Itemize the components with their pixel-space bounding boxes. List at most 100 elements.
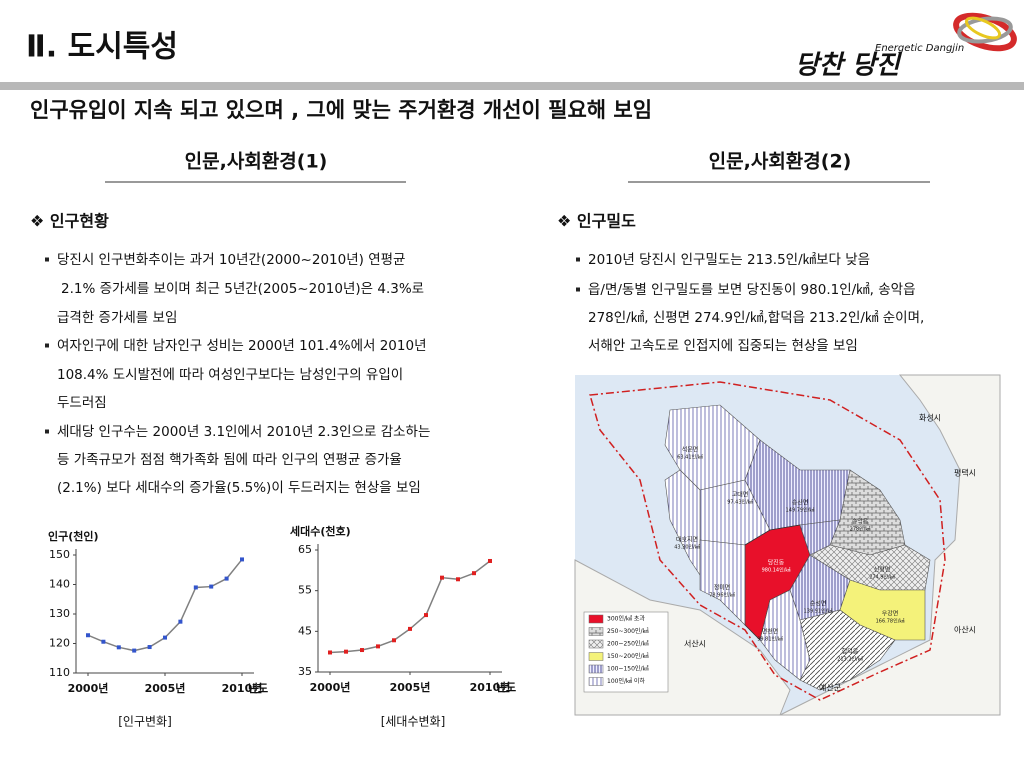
marker bbox=[116, 645, 121, 650]
headline: 인구유입이 지속 되고 있으며 , 그에 맞는 주거환경 개선이 필요해 보임 bbox=[30, 98, 652, 122]
region bbox=[699, 539, 746, 626]
bullet-list: 2010년 당진시 인구밀도는 213.5인/㎢보다 낮음읍/면/동별 인구밀도… bbox=[576, 252, 924, 354]
bullet-text: 서해안 고속도로 인접지에 집중되는 현상을 보임 bbox=[588, 338, 858, 354]
legend-label: 300인/㎢ 초과 bbox=[607, 615, 645, 623]
region-density: 980.14인/㎢ bbox=[762, 567, 791, 574]
legend-label: 250~300인/㎢ bbox=[607, 627, 648, 635]
logo-name: 당찬 당진 bbox=[795, 51, 903, 81]
marker bbox=[209, 584, 214, 589]
bullet-text: 두드러짐 bbox=[57, 395, 107, 411]
bullet-text: 278인/㎢, 신평면 274.9인/㎢,합덕읍 213.2인/㎢ 순이며, bbox=[588, 310, 924, 326]
bullet-text: (2.1%) 보다 세대수의 증가율(5.5%)이 두드러지는 현상을 보임 bbox=[57, 480, 421, 496]
y-tick-label: 110 bbox=[49, 666, 70, 679]
bullet-text: 108.4% 도시발전에 따라 여성인구보다는 남성인구의 유입이 bbox=[57, 367, 403, 383]
region-name: 신평면 bbox=[874, 566, 891, 574]
marker bbox=[224, 576, 229, 581]
bullet-text: 세대당 인구수는 2000년 3.1인에서 2010년 2.3인으로 감소하는 bbox=[57, 424, 430, 440]
land bbox=[779, 374, 1001, 716]
legend-swatch bbox=[588, 639, 604, 649]
region-name: 합덕읍 bbox=[842, 648, 859, 656]
legend-swatch bbox=[588, 664, 604, 674]
marker bbox=[86, 633, 90, 638]
marker bbox=[193, 585, 198, 590]
x-tick-label: 2010년 bbox=[222, 681, 263, 695]
legend-label: 200~250인/㎢ bbox=[607, 640, 648, 648]
heading: ❖ 인구밀도 bbox=[557, 212, 636, 231]
region-name: 면천면 bbox=[762, 628, 779, 636]
marker bbox=[392, 638, 396, 643]
title-bar bbox=[0, 82, 1024, 90]
x-tick-label: 2005년 bbox=[390, 680, 431, 694]
bullet-text: 당진시 인구변화추이는 과거 10년간(2000~2010년) 연평균 bbox=[57, 252, 405, 268]
y-tick-label: 140 bbox=[49, 578, 70, 591]
region-density: 97.43인/㎢ bbox=[727, 499, 753, 506]
region bbox=[799, 609, 896, 691]
region-name: 당진동 bbox=[768, 559, 785, 567]
y-tick-label: 150 bbox=[49, 548, 70, 561]
bullet-text: 2010년 당진시 인구밀도는 213.5인/㎢보다 낮음 bbox=[588, 252, 870, 268]
region-name: 순성면 bbox=[810, 600, 827, 608]
y-tick-label: 35 bbox=[298, 665, 312, 678]
y-tick-label: 45 bbox=[298, 624, 312, 637]
marker bbox=[440, 575, 444, 580]
region-density: 274.9인/㎢ bbox=[869, 574, 895, 581]
logo: Energetic Dangjin 당찬 당진 bbox=[795, 12, 1017, 81]
region-density: 63.41인/㎢ bbox=[677, 454, 703, 461]
chart-caption: [세대수변화] bbox=[381, 715, 446, 729]
bullet-marker bbox=[45, 429, 49, 434]
marker bbox=[101, 639, 106, 644]
legend-label: 100인/㎢ 이하 bbox=[607, 677, 645, 685]
heading: ❖ 인구현황 bbox=[30, 212, 109, 231]
bullet-text: 읍/면/동별 인구밀도를 보면 당진동이 980.1인/㎢, 송악읍 bbox=[588, 282, 916, 298]
neighbor-label: 아산시 bbox=[954, 625, 976, 635]
region-name: 대호지면 bbox=[676, 536, 698, 544]
x-tick-label: 2005년 bbox=[145, 681, 186, 695]
marker bbox=[240, 557, 244, 562]
line bbox=[329, 560, 491, 654]
marker bbox=[344, 649, 348, 654]
marker bbox=[132, 648, 137, 653]
region-density: 99.81인/㎢ bbox=[757, 636, 783, 643]
region-name: 정미면 bbox=[714, 584, 731, 592]
marker bbox=[488, 558, 492, 563]
bullet-marker bbox=[576, 257, 580, 262]
legend-swatch bbox=[588, 627, 604, 636]
region-density: 78.96인/㎢ bbox=[709, 592, 735, 599]
neighbor-label: 화성시 bbox=[919, 414, 941, 423]
region-density: 278인/㎢ bbox=[850, 526, 871, 533]
neighbor-label: 평택시 bbox=[954, 468, 976, 478]
neighbor-label: 서산시 bbox=[684, 639, 706, 649]
marker bbox=[178, 619, 183, 624]
marker bbox=[147, 645, 152, 650]
region-density: 43.30인/㎢ bbox=[674, 544, 700, 551]
bullet-marker bbox=[45, 343, 49, 348]
x-tick-label: 2000년 bbox=[68, 681, 109, 695]
y-tick-label: 130 bbox=[49, 607, 70, 620]
region-density: 149.79인/㎢ bbox=[786, 507, 815, 514]
bullet-marker bbox=[576, 287, 580, 292]
bullet-text: 여자인구에 대한 남자인구 성비는 2000년 101.4%에서 2010년 bbox=[57, 338, 427, 354]
marker bbox=[408, 626, 412, 631]
marker bbox=[424, 613, 428, 618]
bullet-text: 등 가족규모가 점점 핵가족화 됨에 따라 인구의 연평균 증가율 bbox=[57, 452, 402, 468]
marker bbox=[472, 571, 476, 576]
neighbor-label: 예산군 bbox=[819, 683, 841, 693]
slide-title: Ⅱ. 도시특성 bbox=[26, 30, 178, 65]
region-density: 139.91인/㎢ bbox=[804, 608, 833, 615]
logo-tagline: Energetic Dangjin bbox=[875, 43, 964, 54]
marker bbox=[376, 644, 380, 649]
marker bbox=[328, 650, 332, 655]
y-tick-label: 65 bbox=[298, 543, 312, 556]
bullet-list: 당진시 인구변화추이는 과거 10년간(2000~2010년) 연평균 2.1% … bbox=[45, 252, 430, 496]
bullet-text: 2.1% 증가세를 보이며 최근 5년간(2005~2010년)은 4.3%로 bbox=[61, 281, 424, 297]
y-axis-label: 인구(천인) bbox=[48, 529, 99, 543]
region-density: 213.2인/㎢ bbox=[837, 656, 863, 663]
marker bbox=[360, 648, 364, 653]
x-axis-label: 년도 bbox=[248, 681, 268, 695]
marker bbox=[163, 635, 167, 640]
section-title: 인문,사회환경(2) bbox=[709, 151, 852, 173]
region-name: 고대면 bbox=[732, 491, 749, 499]
